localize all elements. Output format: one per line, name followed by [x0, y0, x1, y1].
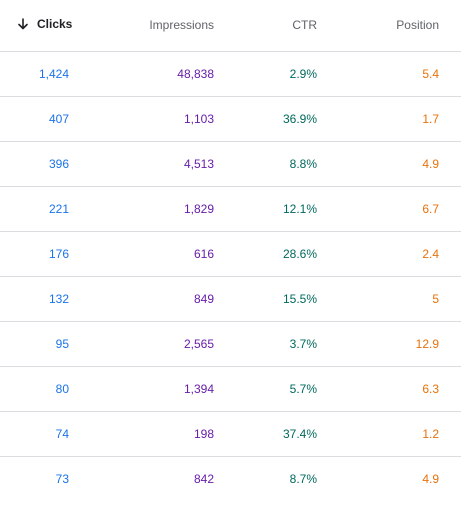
table-row[interactable]: 73 842 8.7% 4.9 — [0, 456, 461, 501]
impressions-cell: 198 — [69, 411, 214, 457]
position-cell: 6.7 — [317, 186, 439, 232]
row-padding-cell — [439, 456, 461, 501]
table-row[interactable]: 221 1,829 12.1% 6.7 — [0, 186, 461, 232]
row-padding-cell — [439, 231, 461, 277]
ctr-cell: 36.9% — [214, 96, 317, 142]
ctr-cell: 8.8% — [214, 141, 317, 187]
column-header-impressions[interactable]: Impressions — [69, 0, 214, 52]
impressions-cell: 4,513 — [69, 141, 214, 187]
impressions-cell: 1,394 — [69, 366, 214, 412]
ctr-cell: 8.7% — [289, 471, 317, 486]
row-padding-cell — [439, 96, 461, 142]
impressions-cell: 616 — [69, 231, 214, 277]
ctr-cell: 15.5% — [214, 276, 317, 322]
clicks-cell: 396 — [0, 141, 69, 187]
impressions-cell: 1,103 — [69, 96, 214, 142]
impressions-cell: 849 — [69, 276, 214, 322]
row-padding-cell — [439, 51, 461, 97]
table-row[interactable]: 396 4,513 8.8% 4.9 — [0, 141, 461, 187]
row-padding-cell — [439, 366, 461, 412]
position-cell: 4.9 — [422, 471, 439, 486]
table-row[interactable]: 74 198 37.4% 1.2 — [0, 411, 461, 457]
column-header-position[interactable]: Position — [317, 0, 439, 52]
row-padding-cell — [439, 411, 461, 457]
position-cell: 2.4 — [317, 231, 439, 277]
clicks-cell: 132 — [0, 276, 69, 322]
clicks-cell: 1,424 — [0, 51, 69, 97]
row-padding-cell — [439, 186, 461, 232]
position-cell: 6.3 — [317, 366, 439, 412]
row-padding-cell — [439, 276, 461, 322]
clicks-cell: 73 — [55, 471, 69, 486]
table-header-row: Clicks Impressions CTR Position — [0, 0, 461, 52]
clicks-cell: 176 — [0, 231, 69, 277]
position-cell: 4.9 — [317, 141, 439, 187]
row-padding-cell — [439, 321, 461, 367]
clicks-cell: 407 — [0, 96, 69, 142]
column-header-clicks[interactable]: Clicks — [0, 0, 73, 52]
ctr-cell: 28.6% — [214, 231, 317, 277]
clicks-cell: 221 — [0, 186, 69, 232]
ctr-cell: 2.9% — [214, 51, 317, 97]
header-padding-cell — [439, 0, 461, 52]
impressions-cell: 842 — [193, 471, 214, 486]
clicks-cell: 74 — [0, 411, 69, 457]
ctr-cell: 12.1% — [214, 186, 317, 232]
clicks-cell: 95 — [0, 321, 69, 367]
table-row[interactable]: 80 1,394 5.7% 6.3 — [0, 366, 461, 412]
table-row[interactable]: 95 2,565 3.7% 12.9 — [0, 321, 461, 367]
position-cell: 12.9 — [317, 321, 439, 367]
table-row[interactable]: 1,424 48,838 2.9% 5.4 — [0, 51, 461, 97]
impressions-cell: 2,565 — [69, 321, 214, 367]
table-row[interactable]: 176 616 28.6% 2.4 — [0, 231, 461, 277]
impressions-cell: 1,829 — [69, 186, 214, 232]
column-header-clicks-label: Clicks — [37, 17, 73, 32]
ctr-cell: 37.4% — [214, 411, 317, 457]
row-padding-cell — [439, 141, 461, 187]
performance-table: Clicks Impressions CTR Position 1,424 48,… — [0, 0, 461, 501]
clicks-cell: 80 — [0, 366, 69, 412]
position-cell: 5.4 — [317, 51, 439, 97]
column-header-ctr[interactable]: CTR — [214, 0, 317, 52]
table-row[interactable]: 132 849 15.5% 5 — [0, 276, 461, 322]
position-cell: 5 — [317, 276, 439, 322]
position-cell: 1.7 — [317, 96, 439, 142]
ctr-cell: 3.7% — [214, 321, 317, 367]
arrow-down-icon — [18, 18, 28, 30]
position-cell: 1.2 — [317, 411, 439, 457]
ctr-cell: 5.7% — [214, 366, 317, 412]
table-row[interactable]: 407 1,103 36.9% 1.7 — [0, 96, 461, 142]
impressions-cell: 48,838 — [69, 51, 214, 97]
